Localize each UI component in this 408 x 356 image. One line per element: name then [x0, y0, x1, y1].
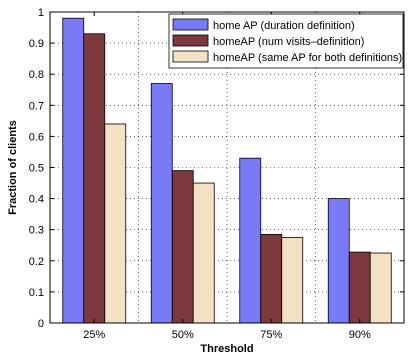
legend-label: homeAP (num visits–definition) [213, 36, 364, 48]
y-tick-label: 0.6 [29, 131, 44, 143]
y-tick-label: 0.5 [29, 163, 44, 175]
y-tick-label: 0 [38, 318, 44, 330]
bar-s1-50pct [171, 170, 194, 324]
x-tick-label: 90% [349, 329, 371, 341]
legend-label: homeAP (same AP for both definitions) [213, 52, 402, 64]
x-tick-label: 25% [83, 329, 105, 341]
x-axis-title: Threshold [200, 343, 253, 355]
y-tick-label: 0.2 [29, 256, 44, 268]
bars [62, 17, 392, 324]
bar-s2-25pct [104, 123, 127, 324]
bar-s1-25pct [83, 33, 106, 324]
y-tick-label: 0.3 [29, 225, 44, 237]
bar-s2-50pct [192, 182, 215, 324]
bar-s1-90pct [348, 251, 371, 324]
y-ticks: 0 0.1 0.2 0.3 0.4 0.5 0.6 0.7 0.8 0.9 1 [29, 7, 404, 330]
bar-s1-75pct [260, 233, 283, 324]
bar-s0-25pct [62, 17, 85, 324]
y-tick-label: 0.1 [29, 287, 44, 299]
y-tick-label: 0.7 [29, 100, 44, 112]
legend-swatch [172, 18, 209, 31]
bar-s0-50pct [150, 83, 173, 324]
legend-label: home AP (duration definition) [213, 20, 355, 32]
legend: home AP (duration definition) homeAP (num… [168, 13, 404, 69]
bar-s2-90pct [369, 252, 392, 324]
bar-s0-75pct [239, 157, 262, 324]
bar-s0-90pct [327, 198, 350, 324]
legend-swatch [172, 34, 209, 47]
legend-swatch [172, 50, 209, 63]
x-tick-label: 75% [260, 329, 282, 341]
y-tick-label: 0.8 [29, 69, 44, 81]
y-tick-label: 0.9 [29, 38, 44, 50]
y-tick-label: 1 [38, 7, 44, 19]
y-axis-title: Fraction of clients [7, 120, 19, 215]
bar-s2-75pct [281, 237, 304, 324]
y-tick-label: 0.4 [29, 194, 44, 206]
x-tick-label: 50% [172, 329, 194, 341]
